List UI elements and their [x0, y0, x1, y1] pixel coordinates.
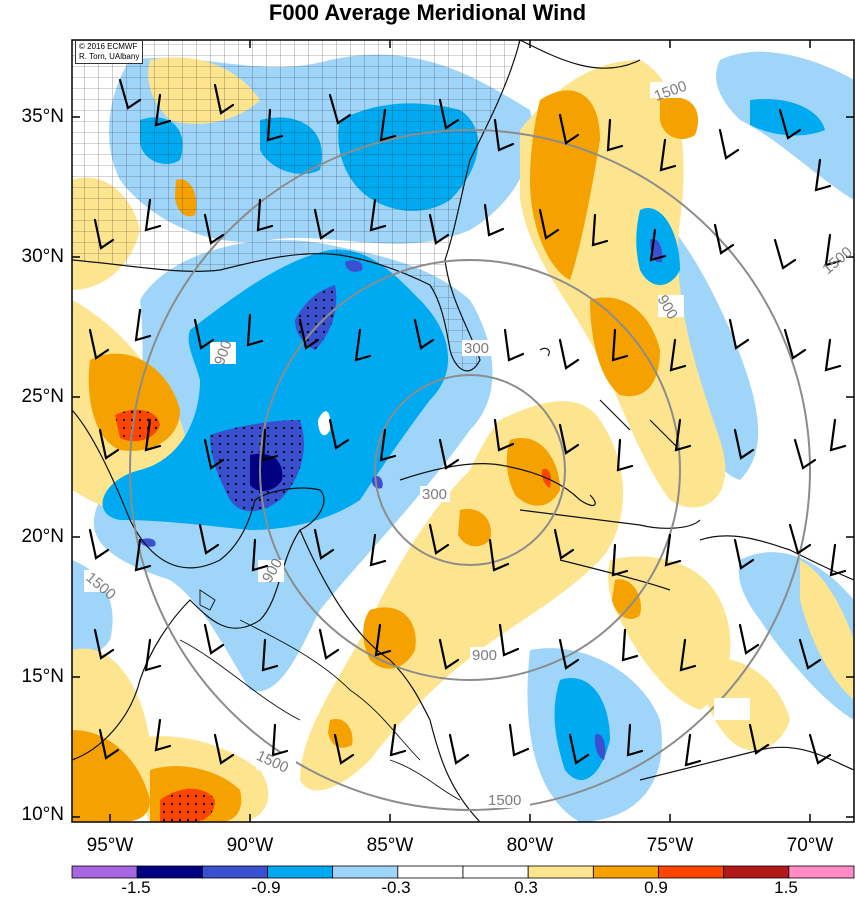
colorbar-swatch	[788, 865, 855, 879]
county-boundaries	[72, 40, 520, 371]
colorbar-swatch	[332, 865, 399, 879]
colorbar-label: -0.9	[251, 878, 281, 897]
ring-label: 300	[464, 340, 489, 357]
colorbar-swatch	[462, 865, 529, 879]
colorbar-label: 1.5	[774, 878, 798, 897]
lat-label: 10°N	[21, 804, 64, 825]
colorbar-swatch	[658, 865, 725, 879]
shading-dark-blue	[140, 238, 663, 760]
colorbar-label: -0.3	[381, 878, 411, 897]
ring-label: 900	[472, 647, 497, 664]
lon-label: 80°W	[506, 835, 554, 856]
colorbar-swatch	[136, 865, 203, 879]
credit-line: R. Torn, UAlbany	[79, 52, 140, 61]
lon-label: 75°W	[646, 835, 694, 856]
colorbar-swatch	[267, 865, 334, 879]
lon-label: 85°W	[366, 835, 414, 856]
colorbar-swatch	[527, 865, 594, 879]
colorbar-swatch	[71, 865, 138, 879]
colorbar-label: 0.9	[644, 878, 668, 897]
colorbar-label: 0.3	[514, 878, 538, 897]
lat-label: 30°N	[21, 246, 64, 267]
lon-label: 95°W	[86, 835, 134, 856]
lat-label: 15°N	[21, 666, 64, 687]
colorbar-label: -1.5	[121, 878, 151, 897]
lon-label: 90°W	[226, 835, 274, 856]
colorbar-swatch	[397, 865, 464, 879]
wind-barbs	[88, 78, 847, 767]
ring-label-backgrounds	[84, 82, 854, 808]
lat-label: 25°N	[21, 386, 64, 407]
colorbar	[71, 865, 855, 879]
ring-label: 300	[422, 486, 447, 503]
colorbar-swatch	[201, 865, 268, 879]
colorbar-swatch	[592, 865, 659, 879]
ring-label: 1500	[488, 792, 521, 809]
country-borders	[179, 589, 461, 801]
credit-line: © 2016 ECMWF	[79, 42, 138, 51]
distance-rings	[129, 129, 811, 811]
colorbar-swatch	[723, 865, 790, 879]
lat-label: 35°N	[21, 106, 64, 127]
credit-box: © 2016 ECMWF R. Torn, UAlbany	[75, 40, 144, 64]
map-title: F000 Average Meridional Wind	[268, 0, 587, 25]
lat-label: 20°N	[21, 526, 64, 547]
lon-label: 70°W	[786, 835, 834, 856]
map-frame	[71, 39, 855, 823]
shading-orange	[72, 90, 699, 822]
